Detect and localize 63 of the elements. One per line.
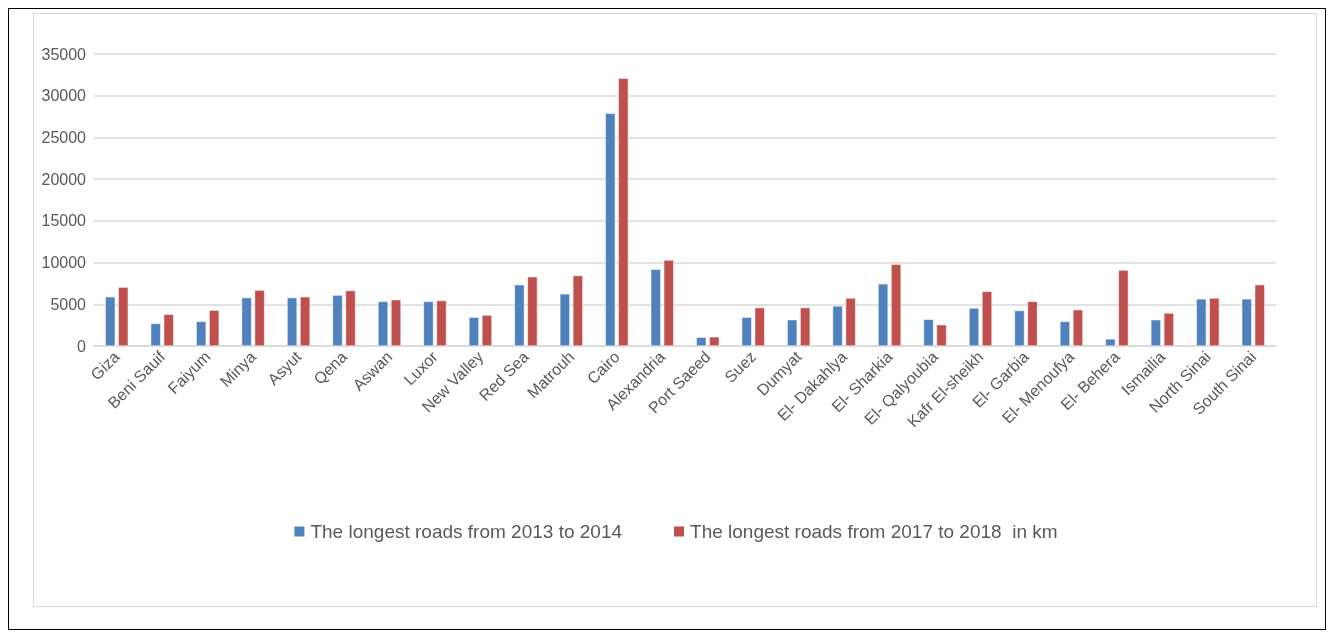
bar [800, 307, 811, 346]
bar [196, 321, 207, 346]
x-tick-label: Giza [87, 347, 123, 384]
bar [118, 287, 129, 346]
bar [845, 298, 856, 346]
bar [1105, 338, 1116, 346]
y-tick-label: 0 [77, 337, 87, 355]
bar [936, 324, 947, 346]
bar [1014, 310, 1025, 346]
bar [969, 308, 979, 346]
bar [300, 296, 311, 346]
bar [923, 319, 934, 346]
bar [481, 315, 492, 346]
bar [1027, 301, 1038, 346]
bar [982, 291, 992, 346]
bar [1072, 309, 1083, 346]
bar [105, 296, 116, 346]
y-tick-label: 20000 [41, 170, 87, 188]
bar [1163, 313, 1174, 346]
bar [150, 323, 161, 346]
legend-label: The longest roads from 2013 to 2014 [310, 521, 623, 542]
bar [572, 275, 583, 346]
legend-label: The longest roads from 2017 to 2018 in km [690, 521, 1058, 542]
bar [1118, 270, 1129, 346]
bar [559, 293, 570, 346]
bar [378, 301, 388, 346]
bar [345, 290, 356, 346]
bar [514, 284, 525, 346]
bar [1254, 284, 1265, 346]
bar [1059, 321, 1070, 346]
bar [209, 310, 220, 346]
bar [1150, 319, 1161, 346]
bar [287, 297, 298, 346]
bar [468, 317, 479, 346]
bar [436, 300, 447, 346]
bar [1241, 298, 1252, 346]
bar [1196, 298, 1207, 346]
bar [832, 305, 843, 346]
y-tick-label: 35000 [41, 45, 87, 63]
bar [878, 283, 889, 346]
y-tick-label: 30000 [41, 87, 87, 105]
bar [696, 337, 707, 346]
bar [527, 276, 538, 346]
bar [650, 269, 661, 346]
bar [605, 113, 616, 346]
y-tick-label: 10000 [41, 254, 87, 272]
bar [663, 260, 674, 346]
bar [254, 290, 265, 346]
bar [332, 295, 343, 346]
y-tick-label: 5000 [50, 295, 87, 313]
y-tick-label: 15000 [41, 212, 87, 230]
bar [163, 314, 174, 346]
bar [891, 264, 902, 346]
y-tick-label: 25000 [41, 128, 87, 146]
bar [391, 299, 401, 346]
bar [787, 319, 798, 346]
bar [423, 301, 434, 346]
bar [741, 317, 752, 346]
bar [618, 78, 629, 346]
bar [241, 297, 252, 346]
bar [754, 307, 765, 346]
bar [709, 336, 720, 346]
bar [1209, 298, 1220, 346]
